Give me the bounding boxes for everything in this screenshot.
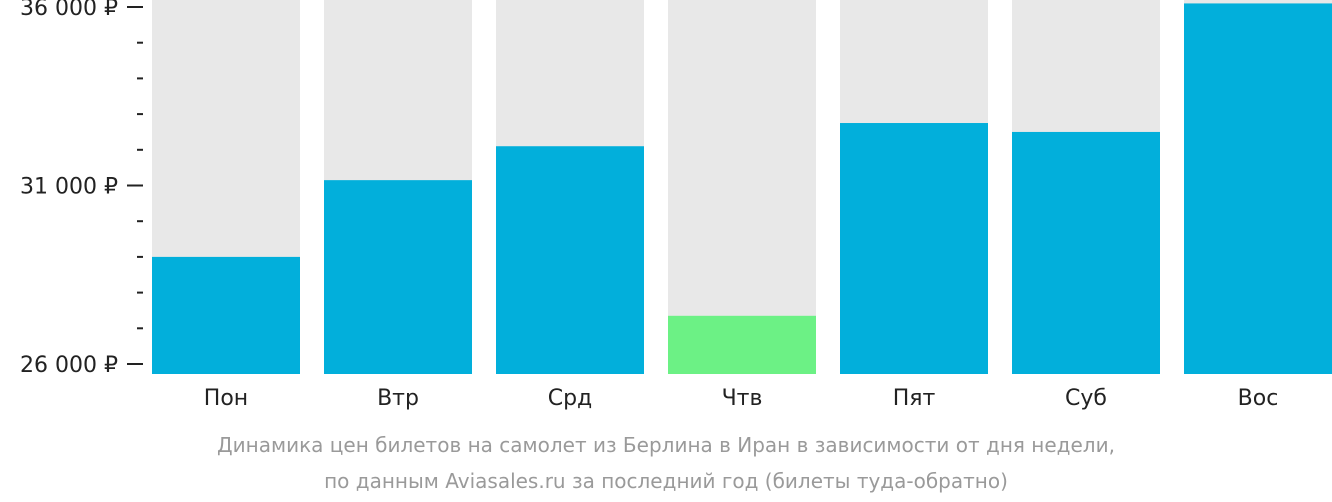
bars: [152, 3, 1332, 375]
bar: [324, 180, 472, 374]
x-tick-label: Втр: [377, 386, 419, 411]
bar: [1012, 131, 1160, 374]
x-tick-label: Срд: [548, 386, 593, 411]
bar: [496, 146, 644, 374]
x-axis-labels: Пон Втр Срд Чтв Пят Суб Вос: [204, 386, 1279, 411]
x-tick-label: Суб: [1065, 386, 1107, 411]
y-axis: 26 000 ₽ 31 000 ₽ 36 000 ₽: [20, 0, 143, 378]
bar: [1184, 3, 1332, 375]
y-tick-label: 36 000 ₽: [20, 0, 118, 21]
chart-caption: Динамика цен билетов на самолет из Берли…: [0, 427, 1332, 499]
x-tick-label: Чтв: [722, 386, 763, 411]
y-tick-label: 31 000 ₽: [20, 175, 118, 200]
bar-track: [668, 0, 816, 374]
bar: [668, 315, 816, 374]
x-tick-label: Пон: [204, 386, 248, 411]
caption-line-2: по данным Aviasales.ru за последний год …: [324, 469, 1008, 493]
bar-chart: 26 000 ₽ 31 000 ₽ 36 000 ₽ Пон Втр Срд Чтв Пят…: [20, 0, 1332, 411]
bar: [152, 256, 300, 374]
bar: [840, 123, 988, 375]
x-tick-label: Вос: [1238, 386, 1279, 411]
y-tick-label: 26 000 ₽: [20, 353, 118, 378]
x-tick-label: Пят: [893, 386, 936, 411]
caption-line-1: Динамика цен билетов на самолет из Берли…: [217, 433, 1115, 457]
